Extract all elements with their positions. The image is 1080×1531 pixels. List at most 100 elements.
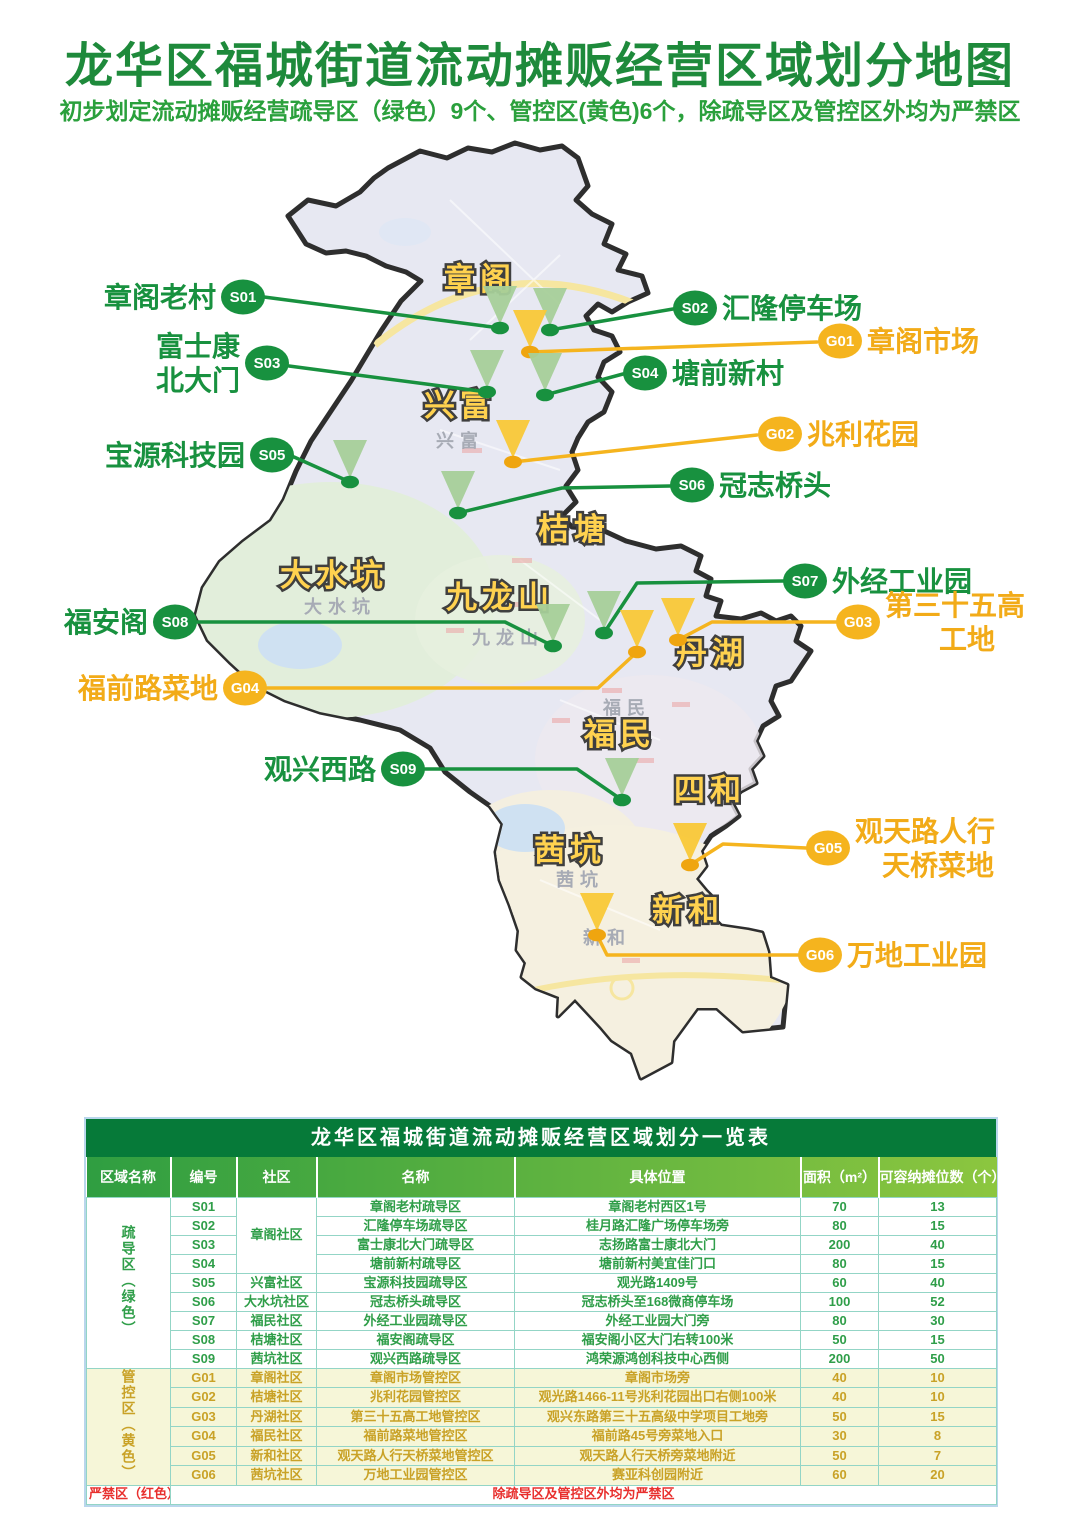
map-pin-G03 (661, 598, 695, 647)
district-map: 大水坑九龙山兴富福民茜坑新和章阁兴富桔塘大水坑九龙山丹湖福民四和茜坑新和S01章… (63, 140, 1025, 1081)
cell-capacity: 8 (878, 1426, 997, 1447)
cell-location: 观天路人行天桥旁菜地附近 (514, 1445, 801, 1467)
cell-name: 兆利花园管控区 (316, 1387, 515, 1408)
page-title: 龙华区福城街道流动摊贩经营区域划分地图 (64, 40, 1015, 93)
map-region-label: 新和 (652, 893, 724, 928)
map-region-label: 桔塘 (538, 512, 610, 547)
cell-capacity: 30 (878, 1311, 997, 1331)
callout-line-S02 (548, 307, 675, 332)
cell-community: 茜坑社区 (236, 1349, 317, 1369)
table-row-S03: S03 富士康北大门疏导区 志扬路富士康北大门 200 40 (87, 1235, 997, 1255)
marker-label-S08: 福安阁 (63, 606, 148, 638)
map-region-label: 大水坑 (280, 558, 388, 593)
cell-community: 福民社区 (236, 1426, 317, 1447)
callout-line-G04 (265, 650, 639, 690)
cell-name: 外经工业园疏导区 (316, 1311, 515, 1331)
cell-area: 200 (800, 1235, 879, 1255)
map-region-label: 福民 (583, 717, 656, 752)
map-sublabel: 兴富 (436, 430, 484, 451)
cell-capacity: 10 (878, 1367, 997, 1389)
callout-line-S06 (456, 484, 672, 515)
cell-location: 外经工业园大门旁 (514, 1311, 801, 1331)
cell-area: 40 (800, 1367, 879, 1389)
cell-capacity: 50 (878, 1349, 997, 1369)
cell-location: 观光路1466-11号兆利花园出口右侧100米 (514, 1387, 801, 1408)
table-header-row: 区域名称 编号 社区 名称 具体位置 面积（m²） 可容纳摊位数（个） (86, 1157, 997, 1198)
map-pin-S02 (533, 288, 567, 337)
cell-location: 塘前新村美宜佳门口 (514, 1254, 801, 1274)
callout-line-G03 (676, 620, 838, 642)
cell-capacity: 15 (878, 1406, 997, 1428)
cell-capacity: 13 (878, 1197, 997, 1217)
cell-location: 志扬路富士康北大门 (514, 1235, 801, 1255)
forbidden-row: 严禁区（红色）除疏导区及管控区外均为严禁区 (86, 1484, 997, 1505)
map-pin-S03 (470, 350, 504, 399)
cell-location: 章阁老村西区1号 (514, 1197, 801, 1217)
cell-name: 章阁市场管控区 (316, 1367, 515, 1389)
cell-name: 汇隆停车场疏导区 (316, 1216, 515, 1236)
svg-text:S05: S05 (259, 447, 286, 464)
cell-name: 章阁老村疏导区 (316, 1197, 515, 1217)
forbidden-label: 严禁区（红色） (86, 1484, 171, 1505)
svg-text:S07: S07 (792, 573, 819, 590)
cell-capacity: 40 (878, 1235, 997, 1255)
cell-location: 赛亚科创园附近 (514, 1465, 801, 1486)
svg-text:G01: G01 (826, 333, 854, 350)
callout-line-S01 (262, 295, 502, 330)
cell-area: 70 (800, 1197, 879, 1217)
table-header-cell: 具体位置 (513, 1157, 801, 1198)
group-cell: 管控区（黄色） (86, 1368, 171, 1486)
callout-line-S09 (423, 767, 624, 802)
cell-community: 丹湖社区 (236, 1406, 317, 1428)
cell-id: G05 (170, 1445, 237, 1467)
table-row-G01: 管控区（黄色） G01 章阁社区 章阁市场管控区 章阁市场旁 40 10 (86, 1367, 997, 1486)
cell-capacity: 40 (878, 1273, 997, 1293)
marker-badge-S09: S09 (381, 751, 425, 787)
cell-id: G03 (170, 1406, 237, 1428)
svg-text:S06: S06 (679, 477, 706, 494)
cell-area: 80 (800, 1311, 879, 1331)
forbidden-note: 除疏导区及管控区外均为严禁区 (170, 1484, 997, 1505)
cell-location: 福前路45号旁菜地入口 (514, 1426, 801, 1447)
cell-name: 第三十五高工地管控区 (316, 1406, 515, 1428)
zone-table: 区域名称 编号 社区 名称 具体位置 面积（m²） 可容纳摊位数（个） 疏导区（绿色） S01 章… (86, 1157, 997, 1505)
cell-id: S01 (170, 1197, 237, 1217)
marker-label-S01: 章阁老村 (104, 281, 216, 313)
cell-area: 100 (800, 1292, 879, 1312)
svg-text:G04: G04 (231, 680, 260, 697)
cell-name: 万地工业园管控区 (316, 1465, 515, 1486)
map-sublabel: 九龙山 (471, 627, 544, 648)
svg-text:G05: G05 (814, 840, 842, 857)
cell-capacity: 20 (878, 1465, 997, 1486)
marker-badge-G06: G06 (798, 937, 842, 973)
cell-location: 冠志桥头至168微商停车场 (514, 1292, 801, 1312)
page-subtitle: 初步划定流动摊贩经营疏导区（绿色）9个、管控区(黄色)6个，除疏导区及管控区外均… (59, 98, 1021, 124)
cell-id: G04 (170, 1426, 237, 1447)
table-header-cell: 可容纳摊位数（个） (877, 1157, 997, 1198)
cell-capacity: 7 (878, 1445, 997, 1467)
cell-capacity: 52 (878, 1292, 997, 1312)
cell-id: G06 (170, 1465, 237, 1486)
cell-area: 200 (800, 1349, 879, 1369)
cell-id: G01 (170, 1367, 237, 1389)
cell-location: 福安阁小区大门右转100米 (514, 1330, 801, 1350)
cell-name: 冠志桥头疏导区 (316, 1292, 515, 1312)
table-row-G06: G06 茜坑社区 万地工业园管控区 赛亚科创园附近 60 20 (87, 1465, 997, 1486)
cell-area: 50 (800, 1445, 879, 1467)
map-pin-G05 (673, 823, 707, 872)
cell-id: S07 (170, 1311, 237, 1331)
table-header-cell: 社区 (235, 1157, 317, 1198)
table-row-S09: S09 茜坑社区 观兴西路疏导区 鸿荣源鸿创科技中心西侧 200 50 (87, 1349, 997, 1369)
cell-community: 茜坑社区 (236, 1465, 317, 1486)
cell-name: 富士康北大门疏导区 (316, 1235, 515, 1255)
marker-label-G04: 福前路菜地 (77, 672, 218, 704)
marker-badge-S05: S05 (250, 437, 294, 473)
callout-line-S03 (287, 364, 489, 394)
callout-line-S04 (543, 372, 625, 397)
map-sublabel: 大水坑 (304, 596, 376, 617)
cell-id: S03 (170, 1235, 237, 1255)
zone-table-panel: 龙华区福城街道流动摊贩经营区域划分一览表 区域名称 编号 社区 名称 具体位置 面积（m²… (84, 1117, 998, 1507)
table-row-G04: G04 福民社区 福前路菜地管控区 福前路45号旁菜地入口 30 8 (87, 1426, 997, 1447)
marker-label-S05: 宝源科技园 (105, 439, 245, 471)
table-header-cell: 面积（m²） (799, 1157, 879, 1198)
